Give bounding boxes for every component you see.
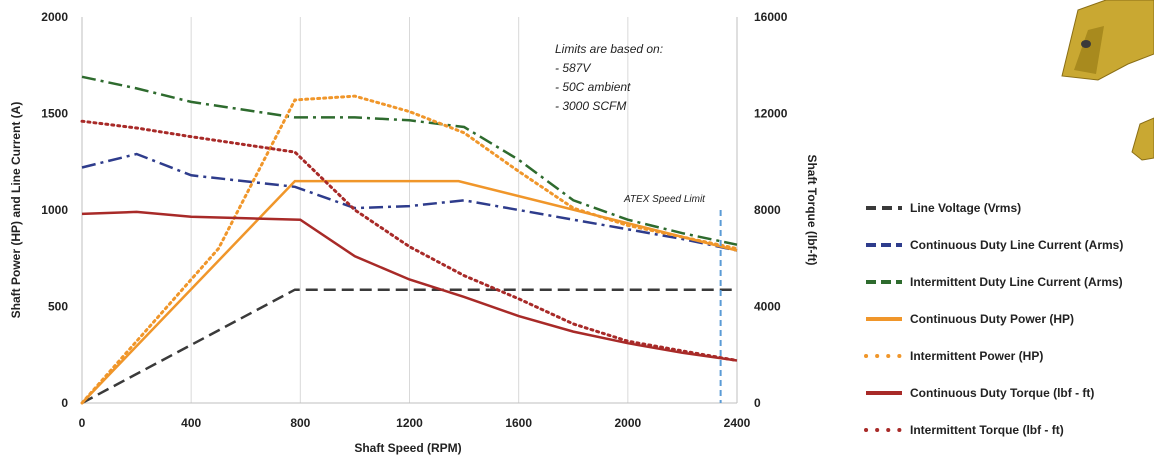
x-tick-label: 1200	[396, 416, 423, 430]
legend-label: Continuous Duty Torque (lbf - ft)	[910, 386, 1094, 400]
x-tick-label: 2000	[614, 416, 641, 430]
x-tick-label: 1600	[505, 416, 532, 430]
x-tick-label: 2400	[724, 416, 751, 430]
motor-photo-fragment	[1062, 0, 1154, 160]
y-tick-label: 500	[48, 300, 68, 314]
y2-tick-label: 0	[754, 396, 761, 410]
x-tick-label: 400	[181, 416, 201, 430]
y-tick-label: 0	[61, 396, 68, 410]
annotation-line: - 50C ambient	[555, 80, 631, 94]
legend-label: Continuous Duty Power (HP)	[910, 312, 1074, 326]
x-tick-label: 0	[79, 416, 86, 430]
motor-photo-lower	[1132, 118, 1154, 160]
limits-annotation: Limits are based on: - 587V - 50C ambien…	[555, 42, 663, 113]
legend-label: Intermittent Torque (lbf - ft)	[910, 423, 1064, 437]
x-axis-title: Shaft Speed (RPM)	[354, 441, 461, 455]
annotation-line: Limits are based on:	[555, 42, 663, 56]
legend-label: Continuous Duty Line Current (Arms)	[910, 238, 1123, 252]
y-tick-label: 2000	[41, 10, 68, 24]
legend-label: Line Voltage (Vrms)	[910, 201, 1021, 215]
y2-tick-label: 4000	[754, 300, 781, 314]
annotation-line: - 587V	[555, 61, 591, 75]
legend-label: Intermittent Power (HP)	[910, 349, 1043, 363]
y-axis-title: Shaft Power (HP) and Line Current (A)	[9, 102, 23, 319]
y2-axis-title: Shaft Torque (lbf-ft)	[805, 154, 819, 265]
legend: Line Voltage (Vrms) Continuous Duty Line …	[866, 201, 1123, 437]
y2-tick-label: 8000	[754, 203, 781, 217]
legend-label: Intermittent Duty Line Current (Arms)	[910, 275, 1123, 289]
y2-tick-label: 16000	[754, 10, 788, 24]
y-tick-label: 1500	[41, 107, 68, 121]
y2-tick-label: 12000	[754, 107, 788, 121]
tick-labels: 0 400 800 1200 1600 2000 240005001000150020000…	[41, 10, 787, 430]
x-tick-label: 800	[290, 416, 310, 430]
atex-speed-limit-label: ATEX Speed Limit	[623, 194, 706, 205]
y-tick-label: 1000	[41, 203, 68, 217]
annotation-line: - 3000 SCFM	[555, 99, 626, 113]
